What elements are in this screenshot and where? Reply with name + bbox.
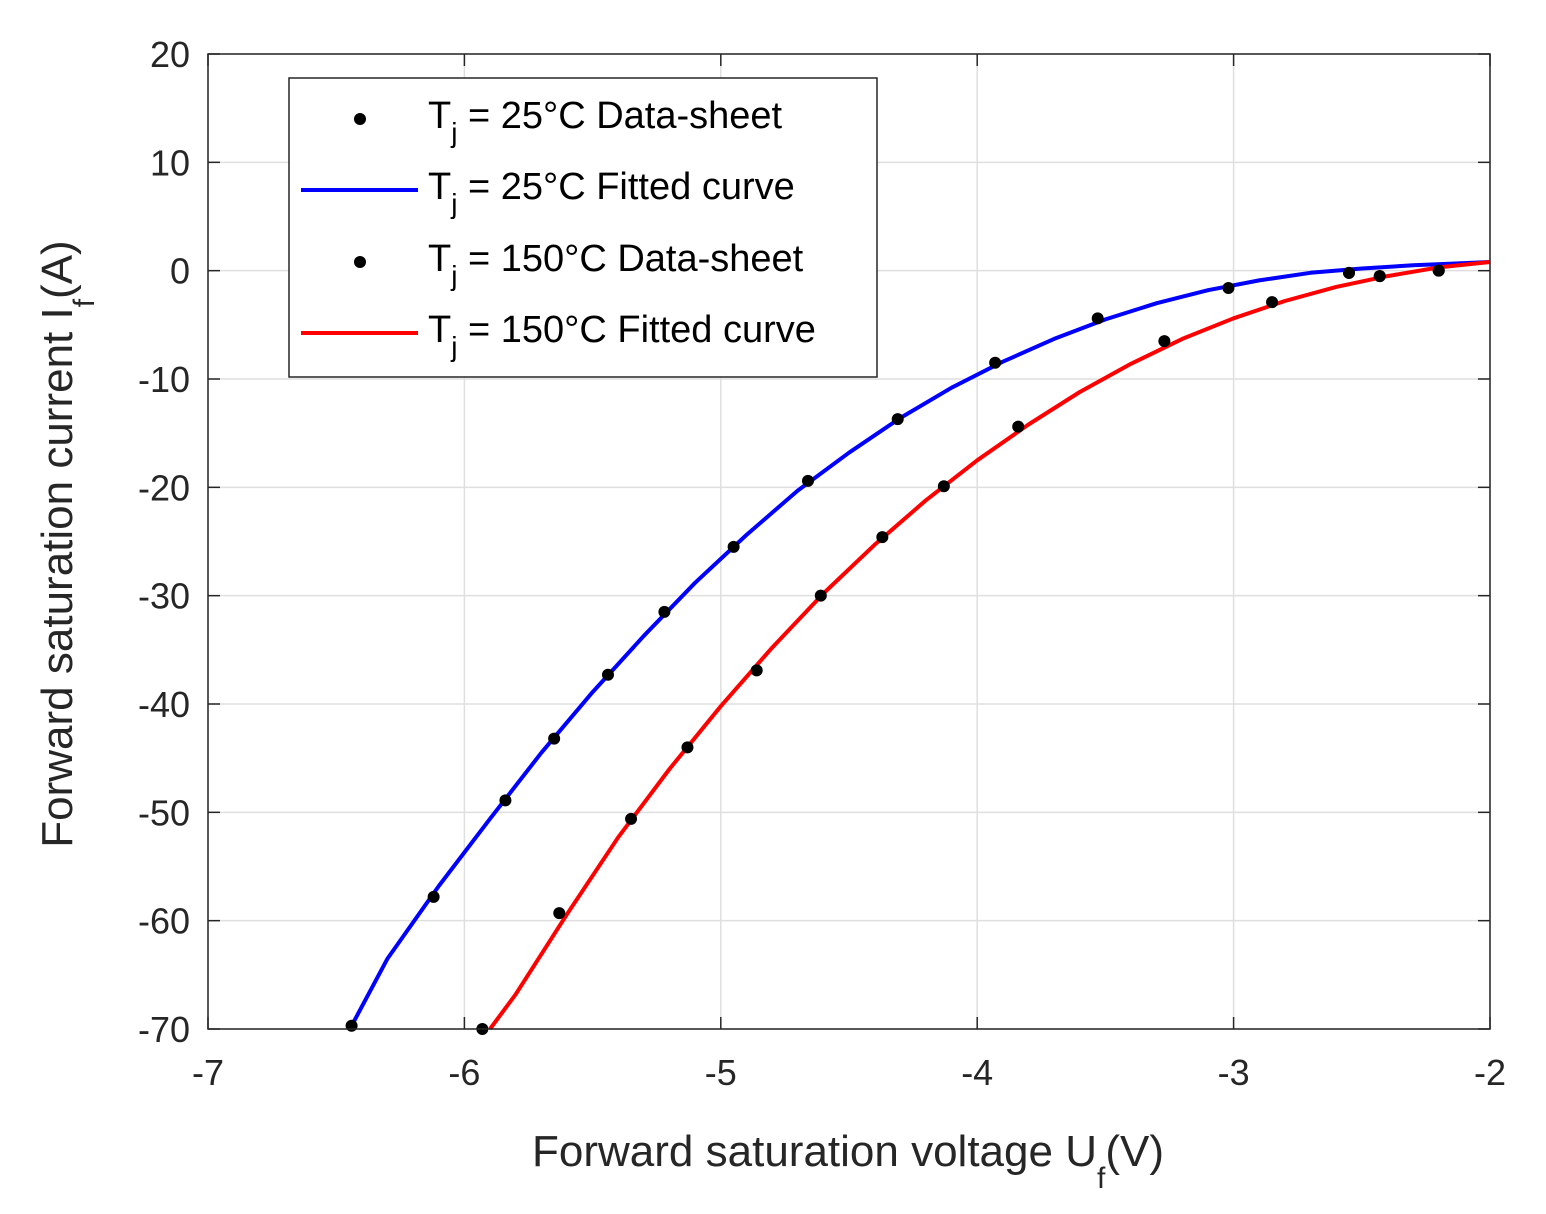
data-point [553, 907, 566, 920]
y-tick-label: -10 [138, 359, 190, 400]
legend-box [288, 77, 878, 378]
data-point [1266, 296, 1279, 309]
data-point [601, 668, 614, 681]
legend-marker-150c-data [354, 256, 366, 268]
y-tick-label: 10 [150, 142, 190, 183]
y-tick-label: 0 [170, 251, 190, 292]
data-point [1373, 270, 1386, 283]
data-point [625, 812, 638, 825]
legend-label-150c-data: Tj = 150°C Data-sheet [428, 238, 804, 291]
data-point [814, 589, 827, 602]
data-point [727, 540, 740, 553]
data-point [427, 890, 440, 903]
data-point [345, 1019, 358, 1032]
x-tick-label: -4 [961, 1052, 993, 1093]
data-point [989, 356, 1002, 369]
x-tick-label: -6 [448, 1052, 480, 1093]
x-tick-label: -7 [192, 1052, 224, 1093]
axes-frame [207, 53, 1491, 1030]
data-point [937, 480, 950, 493]
legend-label-25c-fit: Tj = 25°C Fitted curve [428, 166, 795, 219]
y-tick-label: -70 [138, 1009, 190, 1050]
data-point [1222, 282, 1235, 294]
legend-label-150c-fit: Tj = 150°C Fitted curve [428, 309, 816, 362]
legend-marker-25c-data [354, 113, 366, 125]
y-tick-label: -60 [138, 901, 190, 942]
legend-label-25c-data: Tj = 25°C Data-sheet [428, 95, 783, 148]
series-line [349, 260, 1491, 1027]
data-point [1342, 266, 1355, 279]
data-point [1158, 335, 1171, 348]
y-tick-label: -50 [138, 792, 190, 833]
data-point [1432, 264, 1445, 277]
y-tick-label: 20 [150, 34, 190, 75]
y-axis-title: Forward saturation current If(A) [33, 240, 101, 847]
legend: Tj = 25°C Data-sheet Tj = 25°C Fitted cu… [288, 77, 878, 378]
x-tick-label: -2 [1474, 1052, 1506, 1093]
x-tick-label: -3 [1218, 1052, 1250, 1093]
y-tick-label: -40 [138, 684, 190, 725]
x-axis-title: Forward saturation voltage Uf(V) [532, 1127, 1164, 1195]
data-point [658, 605, 671, 618]
data-point [1091, 312, 1104, 325]
data-point [548, 732, 561, 745]
axis-ticks: -7 -6 -5 -4 -3 -2 20 10 0 -10 -20 -30 -40 -50 -60 -70 [138, 34, 1506, 1093]
y-tick-label: -30 [138, 576, 190, 617]
data-point [1012, 420, 1025, 433]
data-point [681, 741, 694, 754]
y-tick-label: -20 [138, 467, 190, 508]
data-point [750, 664, 763, 677]
data-point [499, 794, 512, 807]
data-point [876, 531, 889, 544]
x-tick-label: -5 [705, 1052, 737, 1093]
plot-area [345, 260, 1491, 1035]
series-line [488, 260, 1491, 1031]
data-point [891, 413, 904, 426]
data-point [801, 474, 814, 487]
